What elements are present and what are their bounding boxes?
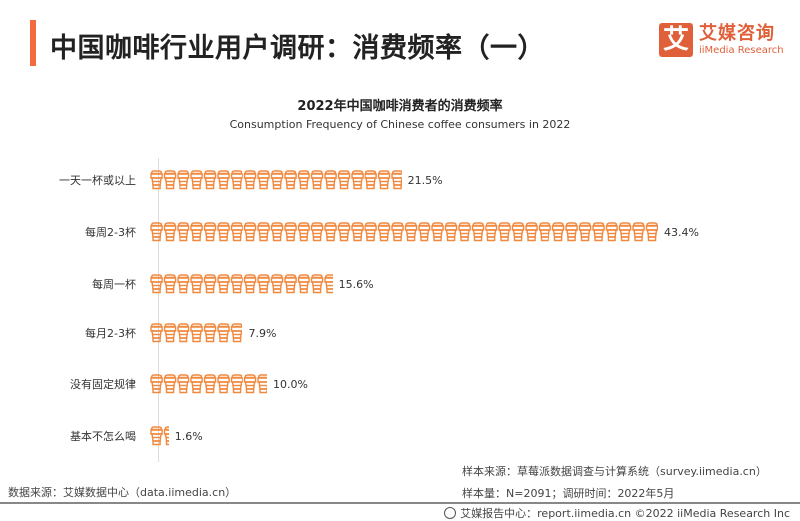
globe-icon — [444, 507, 457, 519]
sample-source: 样本来源：草莓派数据调查与计算系统（survey.iimedia.cn） — [462, 465, 767, 478]
bar-row: 基本不怎么喝 1.6% — [0, 424, 203, 448]
category-label: 没有固定规律 — [70, 378, 136, 391]
brand-logo: 艾 艾媒咨询 iiMedia Research — [659, 23, 784, 57]
coffee-cup-icon — [150, 323, 243, 343]
category-label: 一天一杯或以上 — [59, 174, 136, 187]
title-accent-bar — [30, 20, 36, 66]
value-label: 10.0% — [273, 377, 308, 391]
coffee-cup-icon — [150, 374, 268, 394]
value-label: 21.5% — [407, 173, 443, 187]
coffee-cup-bar — [150, 222, 658, 242]
category-label: 每周一杯 — [92, 278, 136, 291]
value-label: 15.6% — [338, 277, 374, 291]
bar-row: 没有固定规律 10.0% — [0, 372, 308, 396]
coffee-cup-icon — [150, 170, 402, 190]
bar-row: 每月2-3杯 7.9% — [0, 321, 276, 345]
coffee-cup-icon — [150, 222, 658, 242]
coffee-cup-icon — [150, 426, 169, 446]
value-label: 7.9% — [248, 326, 277, 340]
coffee-cup-bar — [150, 274, 333, 294]
logo-mark-icon: 艾 — [659, 23, 693, 57]
report-center-footer: 艾媒报告中心：report.iimedia.cn ©2022 iiMedia R… — [444, 505, 790, 521]
category-label: 每月2-3杯 — [85, 327, 136, 340]
coffee-cup-bar — [150, 374, 268, 394]
logo-en-text: iiMedia Research — [699, 44, 784, 56]
coffee-cup-bar — [150, 426, 169, 446]
bar-row: 每周2-3杯 43.4% — [0, 220, 699, 244]
y-axis-line — [158, 158, 159, 462]
bar-row: 每周一杯 15.6% — [0, 272, 374, 296]
bar-row: 一天一杯或以上 21.5% — [0, 168, 443, 192]
coffee-cup-bar — [150, 170, 402, 190]
coffee-cup-bar — [150, 323, 243, 343]
page-title: 中国咖啡行业用户调研：消费频率（一） — [50, 33, 545, 64]
chart-subtitle: Consumption Frequency of Chinese coffee … — [229, 118, 571, 131]
report-center-text: 艾媒报告中心：report.iimedia.cn ©2022 iiMedia R… — [460, 507, 790, 520]
logo-cn-text: 艾媒咨询 — [699, 22, 775, 44]
chart-title: 2022年中国咖啡消费者的消费频率 — [297, 99, 503, 114]
data-source: 数据来源：艾媒数据中心（data.iimedia.cn） — [8, 486, 237, 499]
value-label: 43.4% — [664, 225, 699, 239]
sample-size: 样本量：N=2091；调研时间：2022年5月 — [462, 487, 675, 500]
category-label: 每周2-3杯 — [85, 226, 136, 239]
category-label: 基本不怎么喝 — [70, 430, 136, 443]
footer-divider — [0, 502, 800, 504]
value-label: 1.6% — [174, 429, 203, 443]
coffee-cup-icon — [150, 274, 333, 294]
